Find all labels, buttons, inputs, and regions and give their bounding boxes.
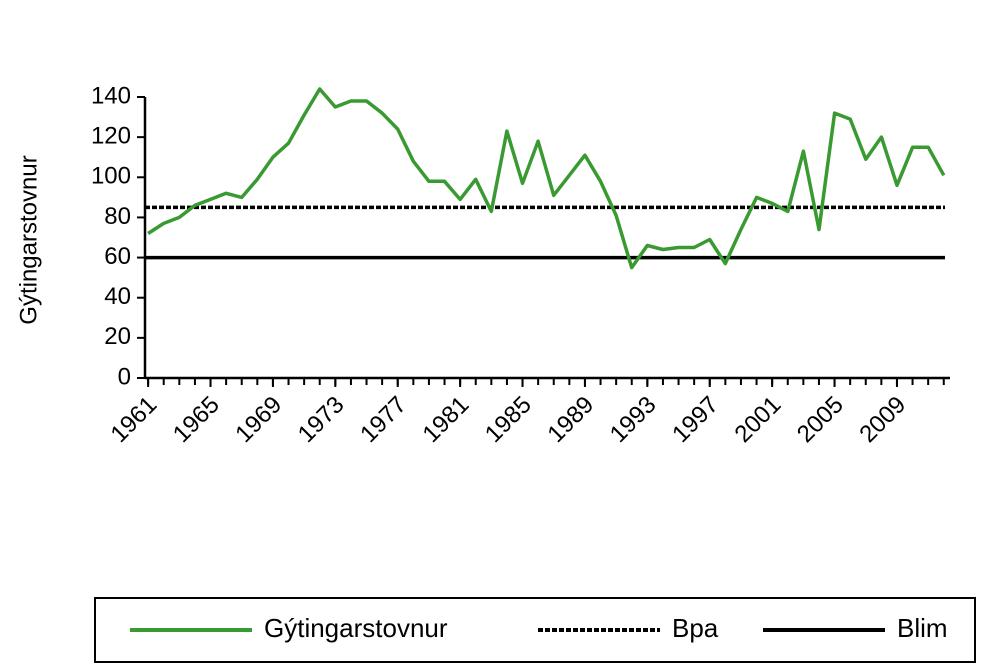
y-tick-label: 40 [104,283,131,310]
x-tick-label: 1973 [293,391,350,448]
x-tick-label: 1969 [230,391,287,448]
y-axis-label: Gýtingarstovnur [15,155,42,324]
y-tick-label: 140 [91,82,131,109]
x-tick-label: 1989 [542,391,599,448]
x-tick-label: 1993 [605,391,662,448]
x-tick-label: 1981 [418,391,475,448]
y-tick-label: 100 [91,163,131,190]
legend-label: Blim [897,613,948,643]
x-tick-label: 1977 [355,391,412,448]
legend-label: Gýtingarstovnur [264,613,448,643]
y-tick-label: 0 [118,363,131,390]
x-tick-label: 2009 [854,391,911,448]
y-tick-label: 20 [104,323,131,350]
y-tick-label: 120 [91,122,131,149]
x-tick-label: 1985 [480,391,537,448]
x-tick-label: 1961 [106,391,163,448]
y-tick-label: 60 [104,243,131,270]
x-tick-label: 2001 [730,391,787,448]
x-tick-label: 2005 [792,391,849,448]
x-tick-label: 1965 [168,391,225,448]
x-tick-label: 1997 [667,391,724,448]
legend-label: Bpa [672,613,719,643]
y-tick-label: 80 [104,203,131,230]
data-line [147,87,946,270]
